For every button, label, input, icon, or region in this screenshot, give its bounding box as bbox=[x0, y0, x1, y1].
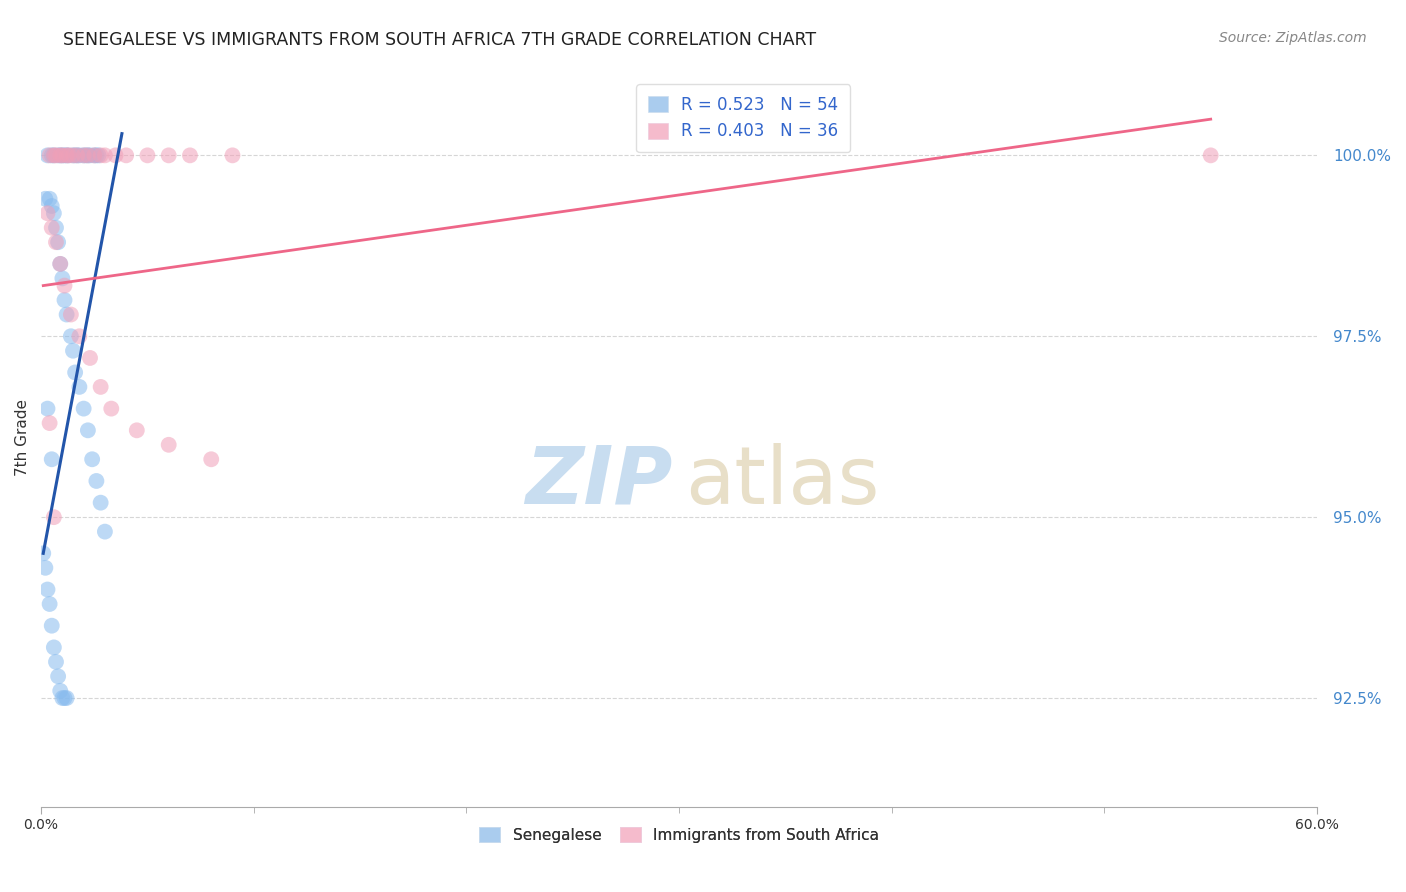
Point bbox=[45, 148, 67, 162]
Point bbox=[83, 148, 105, 162]
Point bbox=[53, 278, 76, 293]
Point bbox=[200, 452, 222, 467]
Point bbox=[42, 148, 65, 162]
Point bbox=[49, 148, 72, 162]
Point bbox=[104, 148, 127, 162]
Point bbox=[55, 148, 77, 162]
Point bbox=[157, 148, 180, 162]
Point bbox=[157, 438, 180, 452]
Point bbox=[62, 148, 84, 162]
Point bbox=[94, 524, 117, 539]
Point bbox=[66, 148, 89, 162]
Point bbox=[32, 546, 55, 560]
Point bbox=[55, 148, 77, 162]
Y-axis label: 7th Grade: 7th Grade bbox=[15, 399, 30, 476]
Point bbox=[51, 271, 73, 285]
Point bbox=[77, 423, 100, 437]
Point bbox=[221, 148, 243, 162]
Point bbox=[90, 380, 112, 394]
Point bbox=[94, 148, 117, 162]
Point bbox=[37, 401, 59, 416]
Point bbox=[87, 148, 110, 162]
Point bbox=[90, 148, 112, 162]
Point bbox=[49, 148, 72, 162]
Point bbox=[72, 148, 94, 162]
Point bbox=[77, 148, 100, 162]
Point bbox=[51, 691, 73, 706]
Point bbox=[59, 329, 82, 343]
Point bbox=[79, 148, 101, 162]
Point bbox=[38, 192, 60, 206]
Point bbox=[72, 148, 94, 162]
Point bbox=[72, 401, 94, 416]
Point bbox=[49, 257, 72, 271]
Point bbox=[63, 148, 86, 162]
Point bbox=[79, 351, 101, 365]
Point bbox=[45, 235, 67, 250]
Point bbox=[51, 148, 73, 162]
Point bbox=[42, 148, 65, 162]
Point bbox=[42, 206, 65, 220]
Point bbox=[67, 380, 90, 394]
Point bbox=[136, 148, 159, 162]
Point bbox=[41, 452, 63, 467]
Point bbox=[55, 308, 77, 322]
Point bbox=[42, 640, 65, 655]
Point bbox=[46, 669, 69, 683]
Point bbox=[1199, 148, 1222, 162]
Point bbox=[83, 148, 105, 162]
Point bbox=[77, 148, 100, 162]
Point bbox=[49, 683, 72, 698]
Point bbox=[38, 148, 60, 162]
Point bbox=[179, 148, 201, 162]
Point bbox=[45, 655, 67, 669]
Point bbox=[55, 691, 77, 706]
Point bbox=[51, 148, 73, 162]
Point bbox=[53, 293, 76, 307]
Legend: Senegalese, Immigrants from South Africa: Senegalese, Immigrants from South Africa bbox=[471, 820, 887, 851]
Point bbox=[46, 148, 69, 162]
Point bbox=[75, 148, 97, 162]
Point bbox=[34, 561, 56, 575]
Point bbox=[66, 148, 89, 162]
Point bbox=[125, 423, 148, 437]
Point bbox=[67, 148, 90, 162]
Point bbox=[38, 597, 60, 611]
Point bbox=[45, 220, 67, 235]
Point bbox=[37, 148, 59, 162]
Point bbox=[58, 148, 80, 162]
Point bbox=[41, 199, 63, 213]
Point bbox=[58, 148, 80, 162]
Point bbox=[90, 496, 112, 510]
Point bbox=[63, 366, 86, 380]
Text: atlas: atlas bbox=[686, 442, 880, 521]
Point bbox=[100, 401, 122, 416]
Text: ZIP: ZIP bbox=[526, 442, 672, 521]
Point bbox=[37, 206, 59, 220]
Point bbox=[41, 618, 63, 632]
Point bbox=[82, 452, 104, 467]
Point bbox=[37, 582, 59, 597]
Point bbox=[53, 148, 76, 162]
Point bbox=[38, 416, 60, 430]
Point bbox=[41, 148, 63, 162]
Text: Source: ZipAtlas.com: Source: ZipAtlas.com bbox=[1219, 31, 1367, 45]
Point bbox=[67, 329, 90, 343]
Point bbox=[34, 192, 56, 206]
Point bbox=[86, 474, 108, 488]
Point bbox=[62, 343, 84, 358]
Point bbox=[41, 220, 63, 235]
Point bbox=[59, 308, 82, 322]
Point bbox=[46, 235, 69, 250]
Point bbox=[53, 691, 76, 706]
Point bbox=[42, 510, 65, 524]
Point bbox=[62, 148, 84, 162]
Point bbox=[86, 148, 108, 162]
Point bbox=[115, 148, 138, 162]
Point bbox=[49, 257, 72, 271]
Text: SENEGALESE VS IMMIGRANTS FROM SOUTH AFRICA 7TH GRADE CORRELATION CHART: SENEGALESE VS IMMIGRANTS FROM SOUTH AFRI… bbox=[63, 31, 817, 49]
